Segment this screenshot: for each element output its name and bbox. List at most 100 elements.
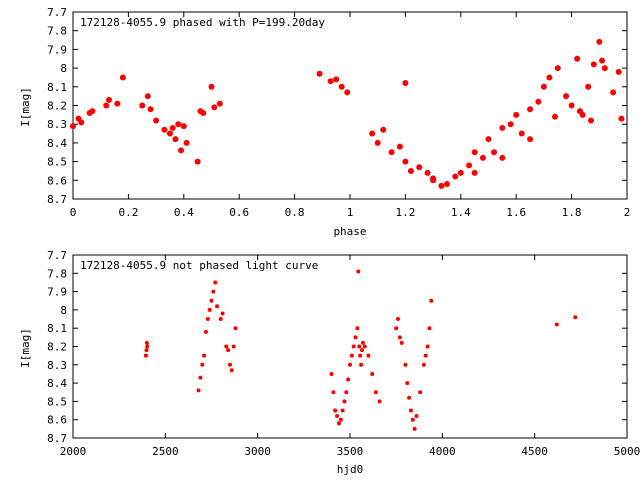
phased-x-tick-label: 1.2 (395, 206, 415, 219)
phased-data-point (554, 65, 561, 72)
unphased-data-point (394, 326, 399, 331)
phased-data-point (527, 106, 534, 113)
phased-data-point (430, 175, 437, 182)
unphased-data-point (418, 390, 423, 395)
phased-data-point (615, 68, 622, 75)
phased-data-point (402, 80, 409, 87)
unphased-data-point (377, 399, 382, 404)
phased-data-point (574, 55, 581, 62)
phased-y-tick-labels: 7.7 7.8 7.9 8 8.1 8.2 8.3 8.4 8.5 8.6 8.7 (47, 6, 67, 206)
unphased-data-point (358, 353, 363, 358)
phased-panel: 0 0.2 0.4 0.6 0.8 1 1.2 1.4 1.6 1.8 2 7.7 7.8 7.9 8 8.… (19, 6, 630, 238)
unphased-x-tick-label: 2500 (152, 445, 179, 458)
unphased-y-tick-label: 7.8 (47, 267, 67, 280)
phased-x-tick-label: 1.8 (562, 206, 582, 219)
phased-data-point (596, 38, 603, 45)
phased-x-tick-label: 0.2 (118, 206, 138, 219)
unphased-x-tick-label: 3000 (244, 445, 271, 458)
phased-x-tick-label: 2 (624, 206, 631, 219)
phased-x-tick-label: 0.4 (174, 206, 194, 219)
phased-data-point (344, 89, 351, 96)
phased-x-tick-label: 0.6 (229, 206, 249, 219)
phased-data-point (610, 89, 617, 96)
phased-data-point (563, 93, 570, 100)
phased-data-point (175, 121, 182, 128)
phased-data-point (485, 136, 492, 143)
phased-x-tick-label: 1 (347, 206, 354, 219)
phased-data-point (618, 115, 625, 122)
unphased-plot-frame (72, 254, 628, 439)
phased-data-point (540, 83, 547, 90)
unphased-data-point (233, 326, 238, 331)
phased-data-point (374, 139, 381, 146)
phased-y-axis-label: I[mag] (19, 87, 32, 127)
phased-data-point (452, 173, 459, 180)
phased-data-point (407, 167, 414, 174)
unphased-y-tick-label: 8.7 (47, 432, 67, 445)
unphased-data-point (373, 390, 378, 395)
phased-data-point (208, 83, 215, 90)
unphased-data-point (329, 371, 334, 376)
unphased-x-tick-labels: 2000 2500 3000 3500 4000 4500 5000 (60, 445, 640, 458)
unphased-data-point (351, 344, 356, 349)
phased-data-point (139, 102, 146, 109)
phased-data-point (166, 130, 173, 137)
phased-data-point (513, 111, 520, 118)
phased-data-point (153, 117, 160, 124)
phased-data-point (471, 169, 478, 176)
phased-data-point (161, 126, 168, 133)
phased-data-point (169, 124, 176, 131)
phased-data-point (443, 181, 450, 188)
phased-data-point (527, 136, 534, 143)
phased-data-point (119, 74, 126, 81)
unphased-data-point (403, 362, 408, 367)
unphased-data-point (366, 353, 371, 358)
unphased-x-tick-label: 4500 (521, 445, 548, 458)
unphased-y-tick-label: 8.6 (47, 414, 67, 427)
phased-chart-title: 172128-4055.9 phased with P=199.20day (80, 16, 325, 29)
phased-y-tick-label: 7.8 (47, 25, 67, 38)
phased-data-point (70, 123, 76, 130)
unphased-data-point (218, 317, 223, 322)
phased-data-point (585, 83, 592, 90)
phased-data-point (568, 102, 575, 109)
phased-data-point (535, 98, 542, 105)
unphased-data-point (215, 304, 220, 309)
unphased-data-point (355, 326, 360, 331)
phased-data-point (216, 100, 223, 107)
unphased-data-point (202, 353, 207, 358)
phased-y-tick-label: 7.7 (47, 6, 67, 19)
unphased-data-point (421, 362, 426, 367)
phased-x-tick-label: 1.6 (506, 206, 526, 219)
unphased-data-point (357, 344, 362, 349)
phased-data-point (327, 78, 334, 85)
phased-data-point (424, 169, 431, 176)
phased-data-point (499, 154, 506, 161)
phased-y-tick-label: 8.6 (47, 174, 67, 187)
unphased-data-point (231, 344, 236, 349)
phased-data-point (200, 109, 207, 116)
unphased-data-point (410, 417, 415, 422)
phased-data-point (546, 74, 553, 81)
unphased-chart-title: 172128-4055.9 not phased light curve (80, 259, 318, 272)
phased-x-tick-label: 1.4 (451, 206, 471, 219)
unphased-data-point (349, 353, 354, 358)
unphased-data-point (227, 362, 232, 367)
phased-data-point (416, 164, 423, 171)
unphased-data-point (143, 353, 148, 358)
phased-data-point (491, 149, 498, 156)
unphased-data-point (346, 377, 351, 382)
phased-data-point (380, 126, 387, 133)
unphased-data-point (427, 326, 432, 331)
phased-x-axis-label: phase (333, 225, 366, 238)
phased-data-point (338, 83, 345, 90)
phased-data-point (587, 117, 594, 124)
unphased-y-axis-label: I[mag] (19, 328, 32, 368)
unphased-x-axis-label: hjd0 (337, 463, 364, 476)
phased-data-point (333, 76, 340, 83)
unphased-data-point (229, 368, 234, 373)
unphased-data-point (423, 353, 428, 358)
unphased-data-point (198, 375, 203, 380)
